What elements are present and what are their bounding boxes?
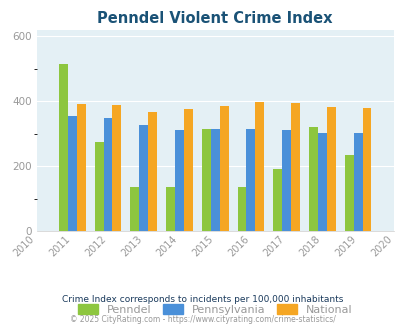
Text: Crime Index corresponds to incidents per 100,000 inhabitants: Crime Index corresponds to incidents per… (62, 295, 343, 304)
Bar (139, 124, 148, 231)
Bar (183, 109, 192, 231)
Bar (166, 187, 175, 231)
Bar (273, 169, 281, 231)
Text: © 2025 CityRating.com - https://www.cityrating.com/crime-statistics/: © 2025 CityRating.com - https://www.city… (70, 315, 335, 324)
Bar (317, 133, 326, 231)
Bar (308, 127, 317, 231)
Bar (112, 105, 121, 231)
Title: Penndel Violent Crime Index: Penndel Violent Crime Index (97, 11, 332, 26)
Bar (201, 129, 210, 231)
Bar (290, 103, 299, 231)
Bar (344, 155, 353, 231)
Bar (175, 130, 183, 231)
Bar (281, 130, 290, 231)
Bar (237, 187, 246, 231)
Bar (68, 116, 77, 231)
Bar (246, 129, 255, 231)
Bar (94, 142, 103, 231)
Bar (362, 108, 371, 231)
Bar (103, 118, 112, 231)
Bar (326, 107, 335, 231)
Bar (255, 102, 264, 231)
Bar (148, 112, 157, 231)
Bar (219, 106, 228, 231)
Bar (130, 187, 139, 231)
Bar (210, 129, 219, 231)
Bar (59, 64, 68, 231)
Legend: Penndel, Pennsylvania, National: Penndel, Pennsylvania, National (75, 301, 354, 318)
Bar (77, 104, 85, 231)
Bar (353, 133, 362, 231)
